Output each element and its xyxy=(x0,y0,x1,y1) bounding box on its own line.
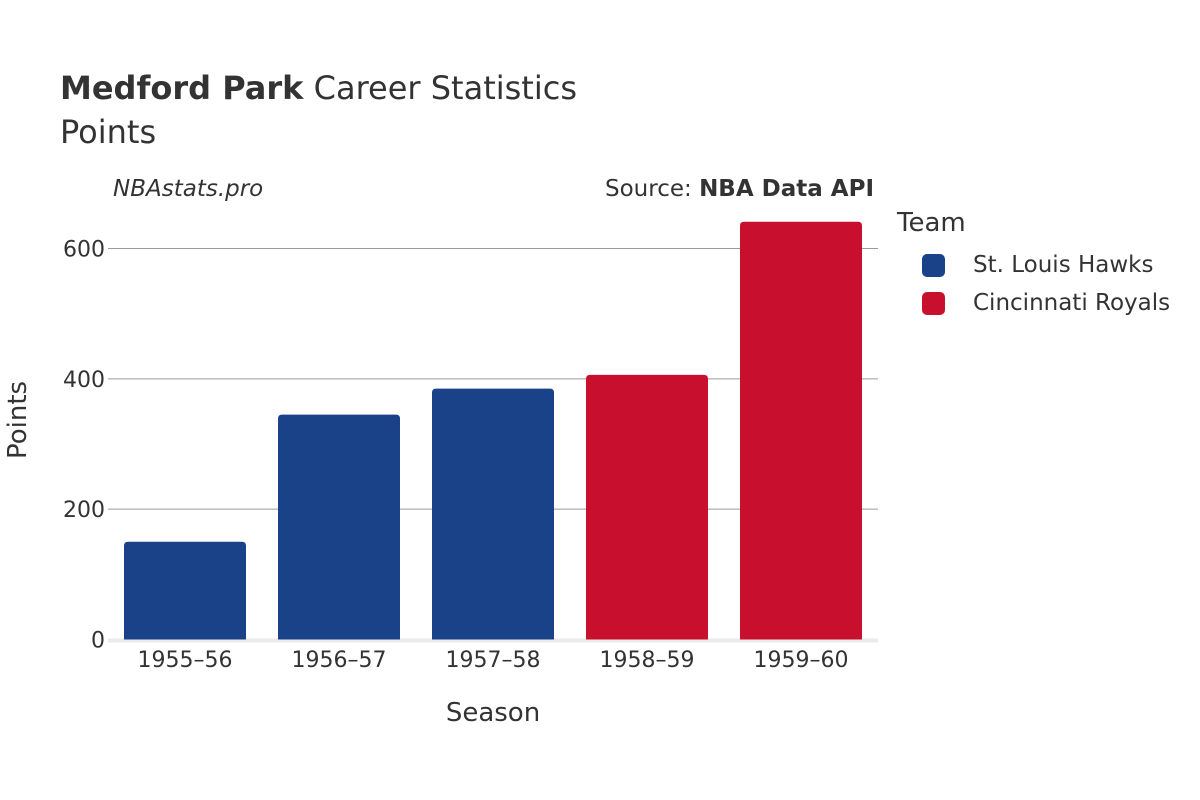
chart-title: Medford Park Career Statistics xyxy=(60,68,577,108)
legend-item[interactable]: St. Louis Hawks xyxy=(922,252,1154,278)
legend-swatch xyxy=(922,291,945,315)
legend-label: Cincinnati Royals xyxy=(973,290,1171,316)
source-credit: Source: NBA Data API xyxy=(605,176,874,202)
source-prefix: Source: xyxy=(605,176,700,202)
y-axis-label: Points xyxy=(3,381,33,459)
site-credit: NBAstats.pro xyxy=(113,176,264,202)
y-tick-label: 0 xyxy=(91,629,105,654)
legend-swatch xyxy=(922,253,945,277)
bar-1957–58 xyxy=(432,388,554,640)
bar-1955–56 xyxy=(124,541,246,640)
x-axis-label: Season xyxy=(446,698,540,728)
bar-1959–60 xyxy=(740,221,862,640)
y-tick-label: 200 xyxy=(63,498,105,523)
title-rest: Career Statistics xyxy=(313,69,577,107)
x-tick-label: 1958–59 xyxy=(600,648,695,673)
x-tick-labels: 1955–56 1956–57 1957–58 1958–59 1959–60 xyxy=(138,648,849,673)
x-tick-label: 1956–57 xyxy=(292,648,387,673)
legend-title: Team xyxy=(897,208,966,238)
y-tick-label: 600 xyxy=(63,238,105,263)
source-name: NBA Data API xyxy=(699,176,874,202)
y-tick-label: 400 xyxy=(63,368,105,393)
x-tick-label: 1955–56 xyxy=(138,648,233,673)
x-tick-label: 1957–58 xyxy=(446,648,541,673)
bar-1956–57 xyxy=(278,414,400,640)
legend-label: St. Louis Hawks xyxy=(973,252,1154,278)
chart-subtitle: Points xyxy=(60,113,157,151)
legend-item[interactable]: Cincinnati Royals xyxy=(922,290,1170,316)
bars xyxy=(124,221,862,640)
y-tick-labels: 0 200 400 600 xyxy=(63,238,105,654)
bar-1958–59 xyxy=(586,374,708,640)
x-tick-label: 1959–60 xyxy=(754,648,849,673)
player-name: Medford Park xyxy=(60,69,304,107)
